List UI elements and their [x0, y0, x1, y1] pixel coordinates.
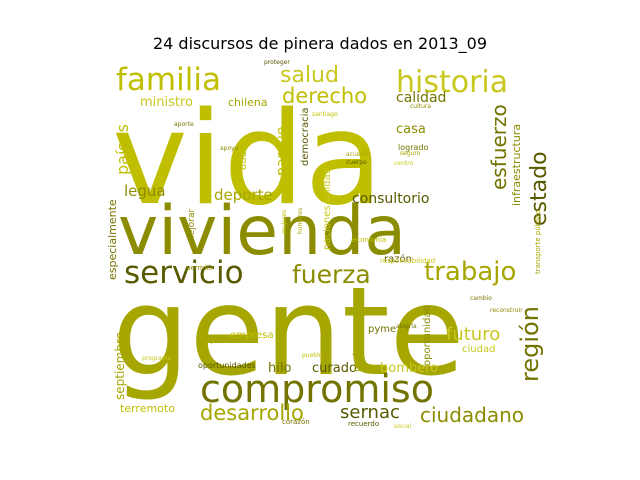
word-chilena: chilena: [228, 96, 268, 109]
word-deporte: deporte: [214, 186, 273, 204]
word-logrado: logrado: [398, 143, 428, 152]
word-hombres: hombres: [297, 208, 304, 234]
word-terremoto: terremoto: [120, 402, 175, 415]
word-corazón: corazón: [282, 418, 310, 426]
word-pueblo: pueblo: [302, 352, 323, 359]
word-regiones: regiones: [352, 329, 363, 372]
word-gente: gente: [112, 261, 465, 403]
word-mejorar: mejorar: [187, 208, 197, 244]
word-vida: vida: [112, 85, 383, 234]
word-fuerza: fuerza: [292, 260, 371, 289]
word-trabajo: trabajo: [424, 257, 516, 287]
word-curado: curado: [312, 361, 357, 376]
word-cuerpo: cuerpo: [346, 159, 367, 166]
word-centro: centro: [394, 160, 413, 167]
word-empresa: empresa: [230, 330, 274, 341]
word-consultorio: consultorio: [352, 191, 429, 207]
word-alegría: alegría: [396, 323, 417, 330]
word-infraestructura: infraestructura: [510, 124, 523, 206]
word-hilo: hilo: [268, 361, 291, 376]
word-acuerdo: acuerdo: [346, 151, 371, 158]
word-democracia: democracia: [300, 107, 311, 166]
word-sernac: sernac: [340, 402, 400, 423]
word-cultura: cultura: [410, 103, 431, 110]
word-países: países: [113, 124, 132, 175]
word-desarrollo: desarrollo: [200, 401, 304, 425]
word-recuerdo: recuerdo: [348, 420, 379, 428]
word-bombero: bombero: [380, 361, 438, 376]
word-ciudadano: ciudadano: [420, 403, 524, 427]
word-derecho: derecho: [282, 84, 367, 108]
word-santiago: santiago: [312, 111, 338, 118]
word-empleo: empleo: [196, 335, 230, 345]
word-septiembre: septiembre: [113, 332, 127, 400]
word-vivienda: vivienda: [118, 192, 406, 271]
word-naciones-unidas: naciones unidas: [322, 169, 333, 250]
word-compromiso: compromiso: [200, 367, 434, 411]
word-seguro: seguro: [400, 150, 421, 157]
word-servicio: servicio: [124, 255, 244, 291]
word-proteger: proteger: [264, 59, 290, 66]
word-esfuerzo: esfuerzo: [487, 104, 511, 190]
word-salud: salud: [280, 63, 339, 88]
word-estado: estado: [527, 151, 552, 226]
word-oportunidad: oportunidad: [422, 305, 433, 366]
word-apoyo: apoyo: [220, 145, 239, 152]
word-cambio: cambio: [470, 295, 492, 302]
word-legua: legua: [124, 182, 166, 200]
chart-title: 24 discursos de pinera dados en 2013_09: [152, 34, 488, 53]
word-programa: programa: [142, 355, 172, 362]
word-familia: familia: [116, 62, 221, 98]
word-social: social: [394, 423, 411, 430]
word-transporte-público: transporte público: [534, 210, 542, 274]
word-futuro: futuro: [446, 324, 500, 345]
word-región: región: [516, 306, 544, 382]
word-calidad: calidad: [396, 90, 446, 106]
word-economía: economía: [352, 236, 386, 244]
word-casa: casa: [396, 122, 426, 137]
word-aporte: aporte: [174, 121, 194, 128]
word-responsabilidad: responsabilidad: [380, 257, 435, 265]
word-mujeres: mujeres: [281, 210, 288, 234]
word-pyme: pyme: [368, 324, 396, 335]
word-parque: parque: [274, 127, 290, 176]
word-ministro: ministro: [140, 95, 193, 110]
word-especialmente: especialmente: [106, 199, 119, 280]
word-duda: duda: [238, 145, 249, 170]
word-razón: razón: [384, 253, 412, 265]
word-ciudad: ciudad: [462, 344, 495, 355]
word-permitir: permitir: [186, 264, 214, 272]
word-reconstruir: reconstruir: [490, 307, 523, 314]
word-historia: historia: [396, 65, 508, 100]
word-oportunidades: oportunidades: [198, 361, 256, 370]
